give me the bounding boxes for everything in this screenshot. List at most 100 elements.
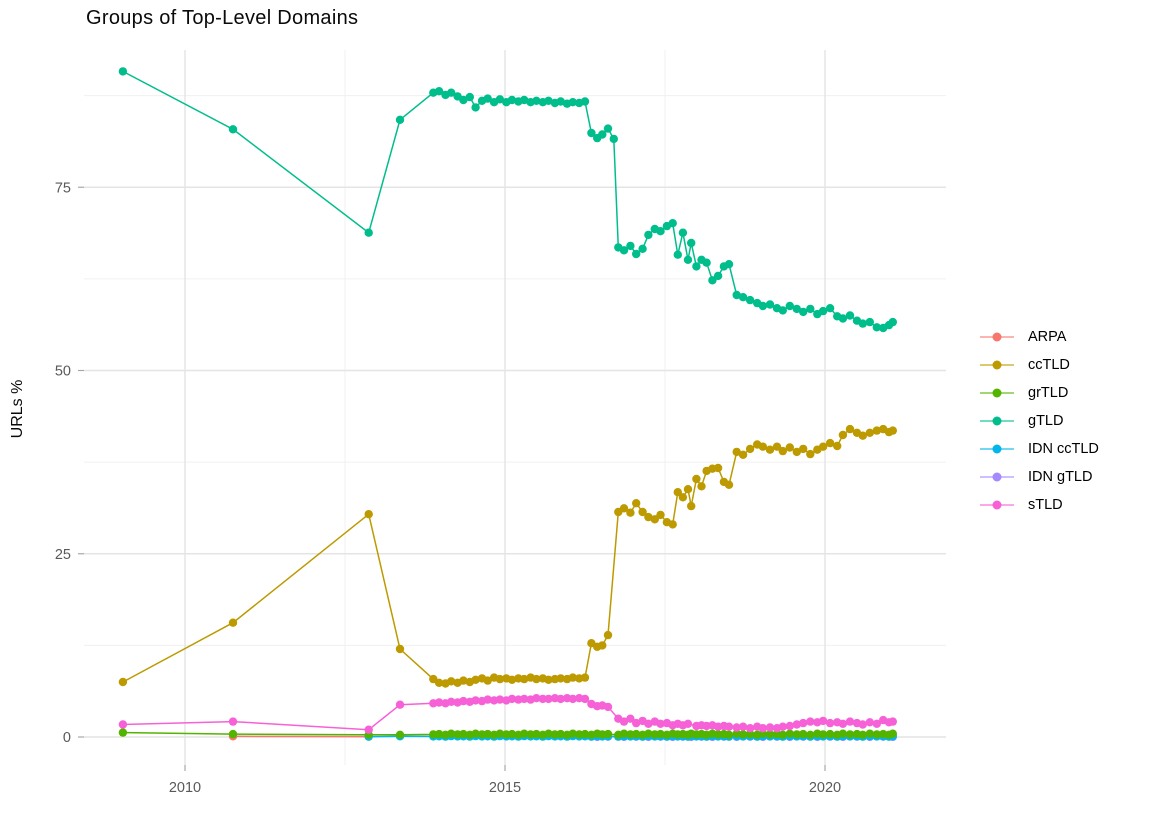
data-point-cctld (580, 673, 590, 682)
data-point-grtld (732, 729, 741, 738)
y-axis-tick-labels: 0 25 50 75 (55, 180, 71, 746)
data-point-cctld (825, 438, 835, 448)
legend-dot-icon (992, 360, 1002, 370)
data-point-gtld (708, 276, 717, 285)
data-point-gtld (799, 307, 808, 317)
data-point-gtld (683, 255, 693, 264)
data-point-gtld (556, 97, 565, 106)
data-point-gtld (644, 230, 653, 240)
data-point-cctld (118, 677, 128, 687)
data-point-gtld (395, 115, 405, 125)
data-point-gtld (673, 250, 682, 259)
data-point-gtld (495, 95, 505, 104)
data-point-cctld (507, 675, 517, 684)
data-point-cctld (556, 674, 565, 683)
data-point-stld (483, 695, 492, 704)
data-point-stld (656, 719, 665, 728)
data-point-grtld (395, 730, 405, 739)
legend-dot-icon (992, 444, 1002, 454)
y-tick-label: 25 (55, 547, 71, 563)
legend-key-cctld (980, 360, 1014, 371)
x-tick-label: 2020 (809, 780, 841, 796)
data-point-gtld (364, 228, 373, 237)
data-point-gtld (732, 290, 741, 300)
data-point-gtld (825, 304, 835, 313)
data-point-stld (568, 694, 577, 704)
data-point-gtld (765, 300, 775, 309)
data-point-gtld (888, 317, 897, 327)
data-point-gtld (656, 227, 665, 236)
data-point-cctld (758, 442, 768, 451)
legend-dot-icon (992, 472, 1002, 482)
data-point-stld (724, 722, 734, 731)
data-point-stld (745, 724, 755, 733)
data-point-grtld (825, 729, 835, 739)
legend-item-stld: sTLD (980, 491, 1099, 519)
data-point-gtld (507, 95, 517, 105)
data-point-cctld (792, 447, 801, 457)
data-point-stld (785, 721, 794, 731)
data-point-gtld (638, 244, 647, 253)
data-point-grtld (858, 730, 867, 739)
data-point-cctld (888, 426, 897, 435)
data-point-cctld (673, 488, 682, 497)
data-point-grtld (872, 730, 881, 739)
legend-item-gtld: gTLD (980, 407, 1099, 435)
data-point-grtld (532, 729, 541, 739)
data-point-cctld (858, 431, 867, 440)
data-point-stld (364, 725, 373, 734)
legend-key-idn-cctld (980, 444, 1014, 455)
data-point-grtld (228, 729, 238, 739)
data-point-gtld (778, 306, 787, 315)
data-point-stld (644, 719, 653, 728)
data-point-grtld (865, 729, 874, 738)
data-point-cctld (785, 443, 794, 452)
data-point-cctld (638, 507, 647, 517)
data-point-stld (580, 694, 590, 704)
data-point-gtld (785, 301, 794, 311)
data-point-gtld (858, 319, 867, 328)
data-point-stld (732, 723, 741, 732)
data-point-grtld (544, 729, 553, 738)
data-point-stld (395, 700, 405, 709)
data-point-cctld (799, 444, 808, 454)
data-point-cctld (568, 673, 577, 682)
data-point-cctld (724, 480, 734, 489)
legend-item-grtld: grTLD (980, 379, 1099, 407)
legend-key-idn-gtld (980, 472, 1014, 483)
data-point-stld (471, 696, 480, 705)
data-point-cctld (471, 675, 480, 684)
data-point-gtld (818, 306, 828, 316)
data-point-stld (459, 696, 468, 706)
data-point-cctld (483, 676, 492, 685)
data-point-cctld (644, 512, 653, 522)
data-point-grtld (118, 728, 128, 737)
y-axis-title: URLs % (9, 379, 26, 439)
series-gtld (118, 67, 897, 333)
legend-label: ccTLD (1028, 357, 1070, 373)
data-point-cctld (778, 446, 787, 456)
data-point-grtld (632, 729, 641, 739)
data-point-cctld (459, 676, 468, 685)
data-point-stld (888, 717, 897, 726)
data-point-cctld (364, 510, 373, 519)
data-point-cctld (495, 674, 505, 684)
legend-item-idn-cctld: IDN ccTLD (980, 435, 1099, 463)
data-point-stld (632, 718, 641, 728)
data-point-cctld (228, 618, 238, 627)
data-point-gtld (587, 128, 596, 138)
x-tick-label: 2010 (169, 780, 201, 796)
gridlines-minor (84, 50, 946, 765)
data-point-stld (544, 694, 553, 704)
data-point-cctld (668, 520, 677, 529)
chart-title: Groups of Top-Level Domains (86, 7, 359, 29)
data-point-gtld (228, 125, 238, 134)
data-point-cctld (656, 510, 665, 520)
legend-label: IDN ccTLD (1028, 441, 1099, 457)
data-point-stld (845, 717, 855, 726)
data-point-gtld (724, 260, 734, 269)
data-point-stld (447, 697, 456, 706)
data-point-cctld (697, 482, 706, 491)
data-point-grtld (724, 730, 734, 739)
legend-label: IDN gTLD (1028, 469, 1093, 485)
